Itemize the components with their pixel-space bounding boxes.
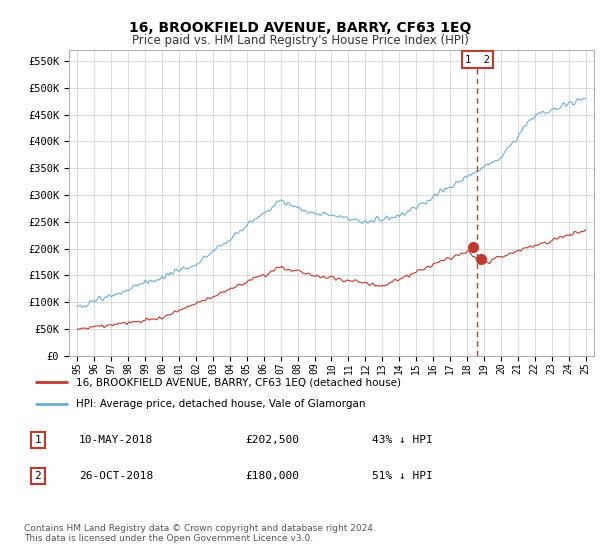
Text: £202,500: £202,500 <box>245 435 299 445</box>
Text: HPI: Average price, detached house, Vale of Glamorgan: HPI: Average price, detached house, Vale… <box>76 399 366 409</box>
Text: 43% ↓ HPI: 43% ↓ HPI <box>372 435 433 445</box>
Text: 10-MAY-2018: 10-MAY-2018 <box>79 435 154 445</box>
Text: £180,000: £180,000 <box>245 471 299 481</box>
Text: 16, BROOKFIELD AVENUE, BARRY, CF63 1EQ (detached house): 16, BROOKFIELD AVENUE, BARRY, CF63 1EQ (… <box>76 377 401 388</box>
Text: 2: 2 <box>34 471 41 481</box>
Text: Price paid vs. HM Land Registry's House Price Index (HPI): Price paid vs. HM Land Registry's House … <box>131 34 469 46</box>
Text: 1: 1 <box>34 435 41 445</box>
Text: 26-OCT-2018: 26-OCT-2018 <box>79 471 154 481</box>
Text: 1  2: 1 2 <box>464 54 490 64</box>
Text: Contains HM Land Registry data © Crown copyright and database right 2024.
This d: Contains HM Land Registry data © Crown c… <box>24 524 376 543</box>
Text: 16, BROOKFIELD AVENUE, BARRY, CF63 1EQ: 16, BROOKFIELD AVENUE, BARRY, CF63 1EQ <box>129 21 471 35</box>
Text: 51% ↓ HPI: 51% ↓ HPI <box>372 471 433 481</box>
